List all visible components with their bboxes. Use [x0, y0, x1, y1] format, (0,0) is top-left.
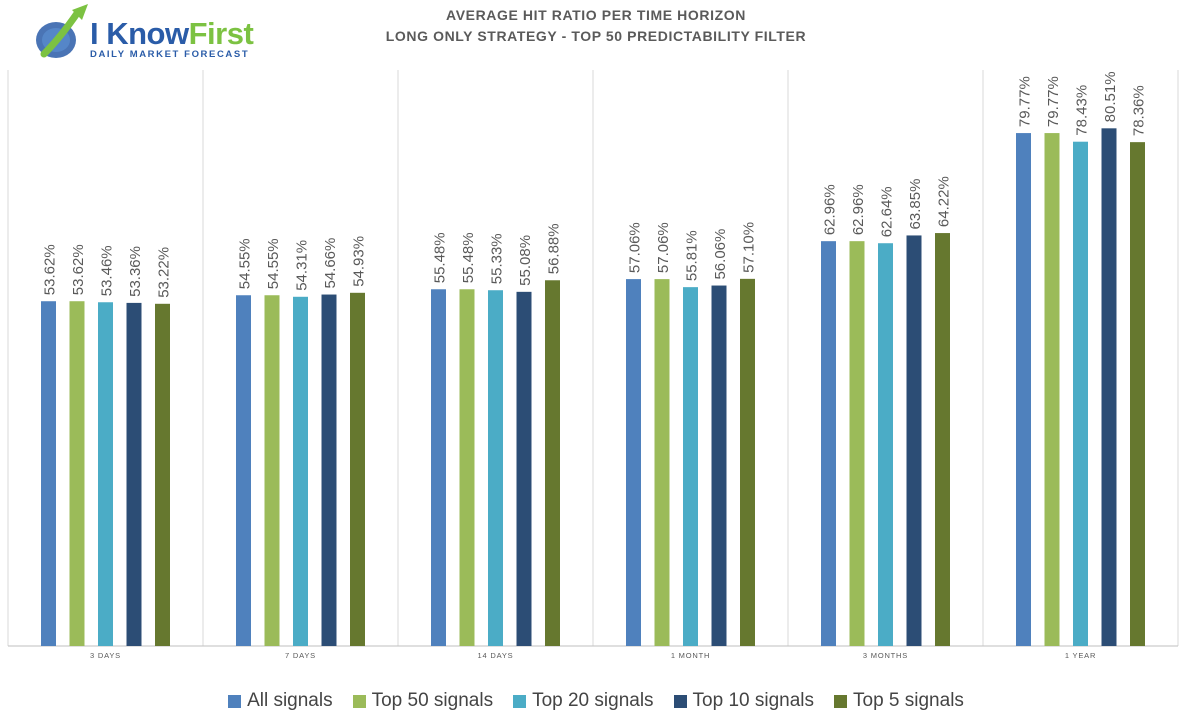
legend-swatch: [352, 694, 366, 708]
bar: [1044, 133, 1060, 646]
data-label: 54.66%: [322, 238, 339, 289]
x-tick-label: 1 YEAR: [1065, 651, 1096, 660]
data-label: 55.08%: [517, 235, 534, 286]
legend-label: Top 5 signals: [853, 690, 964, 711]
bar: [459, 289, 475, 646]
data-label: 62.64%: [879, 186, 896, 237]
data-label: 53.36%: [127, 246, 144, 297]
legend-swatch: [834, 694, 848, 708]
data-label: 54.93%: [351, 236, 368, 287]
logo-brand-part1: I Know: [90, 16, 189, 51]
legend-label: Top 50 signals: [371, 690, 494, 711]
x-tick-label: 1 MONTH: [671, 651, 710, 660]
bar: [98, 302, 113, 646]
data-label: 57.10%: [741, 222, 758, 273]
legend-item: Top 50 signals: [352, 690, 494, 712]
data-label: 54.55%: [237, 238, 254, 289]
data-label: 55.33%: [489, 233, 506, 284]
bar: [431, 289, 446, 646]
data-label: 53.22%: [156, 247, 173, 298]
bar: [264, 295, 280, 646]
bar: [1130, 142, 1145, 646]
bar: [626, 279, 641, 646]
x-tick-label: 3 MONTHS: [863, 651, 908, 660]
logo-emblem-icon: [36, 4, 88, 58]
data-label: 56.88%: [546, 223, 563, 274]
data-label: 53.46%: [99, 245, 116, 296]
legend-swatch: [228, 694, 242, 708]
legend-item: Top 10 signals: [673, 690, 815, 712]
legend-label: All signals: [247, 690, 333, 711]
chart-subtitle: LONG ONLY STRATEGY - TOP 50 PREDICTABILI…: [385, 28, 807, 44]
bar: [1101, 128, 1117, 647]
bar: [935, 233, 950, 646]
bar: [711, 285, 727, 646]
legend-swatch: [673, 694, 687, 708]
data-label: 64.22%: [936, 176, 953, 227]
data-label: 63.85%: [907, 179, 924, 230]
legend-item: All signals: [228, 690, 333, 712]
data-label: 80.51%: [1102, 71, 1119, 122]
logo-wordmark: I KnowFirst: [90, 16, 254, 52]
bar: [821, 241, 836, 646]
data-label: 55.48%: [432, 232, 449, 283]
bar: [321, 294, 337, 646]
bar: [545, 280, 560, 646]
x-tick-label: 7 DAYS: [285, 651, 316, 660]
data-label: 57.06%: [655, 222, 672, 273]
data-label: 79.77%: [1017, 76, 1034, 127]
data-label: 54.31%: [294, 240, 311, 291]
bar: [126, 302, 142, 646]
bar: [41, 301, 56, 646]
data-label: 53.62%: [42, 244, 59, 295]
data-label: 79.77%: [1045, 76, 1062, 127]
bar: [516, 291, 532, 646]
bar: [155, 303, 170, 646]
bar: [740, 278, 755, 646]
logo-brand-part2: First: [188, 16, 254, 51]
chart-title: AVERAGE HIT RATIO PER TIME HORIZON: [446, 7, 746, 23]
bar: [906, 235, 922, 646]
chart-legend: All signals Top 50 signals Top 20 signals T…: [0, 690, 1192, 712]
legend-label: Top 10 signals: [692, 690, 815, 711]
data-label: 57.06%: [627, 222, 644, 273]
bar: [878, 243, 893, 646]
data-label: 78.43%: [1074, 85, 1091, 136]
company-logo: I KnowFirst DAILY MARKET FORECAST: [34, 2, 254, 64]
legend-label: Top 20 signals: [532, 690, 654, 711]
logo-tagline: DAILY MARKET FORECAST: [90, 49, 250, 60]
data-label: 62.96%: [850, 184, 867, 235]
data-label: 62.96%: [822, 184, 839, 235]
data-label: 54.55%: [265, 238, 282, 289]
bar: [654, 279, 670, 646]
legend-swatch: [513, 694, 527, 708]
bar: [293, 296, 308, 646]
bar: [1073, 141, 1088, 646]
bar: [1016, 133, 1031, 646]
bar: [350, 292, 365, 646]
bar: [236, 295, 251, 646]
bar: [683, 287, 698, 646]
x-tick-label: 14 DAYS: [478, 651, 514, 660]
data-label: 55.81%: [684, 230, 701, 281]
data-label: 53.62%: [70, 244, 87, 295]
bar: [488, 290, 503, 646]
x-tick-label: 3 DAYS: [90, 651, 121, 660]
bar: [849, 241, 865, 646]
legend-item: Top 20 signals: [513, 690, 654, 712]
data-label: 55.48%: [460, 232, 477, 283]
bar: [69, 301, 85, 646]
data-label: 56.06%: [712, 229, 729, 280]
legend-item: Top 5 signals: [834, 690, 964, 712]
data-label: 78.36%: [1131, 85, 1148, 136]
